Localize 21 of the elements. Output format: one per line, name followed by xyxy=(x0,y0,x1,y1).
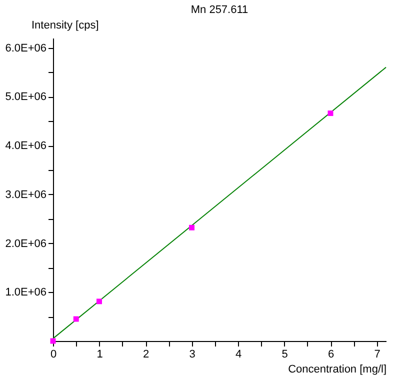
x-tick-label: 6 xyxy=(328,348,334,360)
x-tick-label: 2 xyxy=(142,348,150,360)
x-tick-label: 0 xyxy=(50,348,57,360)
point xyxy=(189,224,194,230)
chart-title: Mn 257.611 xyxy=(190,4,248,16)
y-tick-label: 6.0E+06 xyxy=(5,42,46,54)
x-tick-label: 4 xyxy=(235,348,242,360)
x-tick-label: 3 xyxy=(189,348,196,360)
point xyxy=(73,316,79,322)
y-tick-label: 3.0E+06 xyxy=(5,188,46,201)
point xyxy=(328,110,334,116)
y-tick-label: 4.0E+06 xyxy=(5,140,46,152)
y-tick-label: 1.0E+06 xyxy=(5,286,46,299)
x-tick-label: 1 xyxy=(96,348,103,360)
point xyxy=(96,298,102,304)
y-tick-label: 5.0E+06 xyxy=(5,91,46,104)
y-tick-label: 2.0E+06 xyxy=(5,238,46,250)
y-axis-title: Intensity [cps] xyxy=(32,20,99,32)
x-tick-label: 5 xyxy=(282,348,288,360)
x-axis-title: Concentration [mg/l] xyxy=(288,364,386,376)
x-tick-label: 7 xyxy=(374,348,380,360)
